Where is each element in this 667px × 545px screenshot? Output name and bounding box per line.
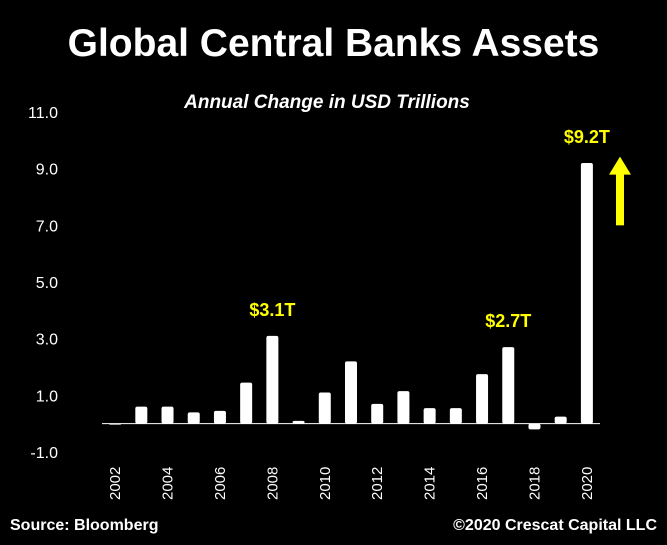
- x-tick-label: 2002: [107, 467, 124, 500]
- bar-2020: [580, 163, 593, 424]
- bar-2012: [371, 403, 384, 424]
- bar-2013: [397, 391, 410, 424]
- bar-2017: [502, 347, 515, 424]
- bar-2016: [476, 374, 489, 424]
- x-tick-label: 2016: [474, 467, 491, 500]
- bar-2006: [213, 410, 226, 424]
- source-label: Source: Bloomberg: [10, 517, 159, 534]
- copyright-label: ©2020 Crescat Capital LLC: [453, 517, 657, 534]
- y-tick-label: 1.0: [36, 388, 58, 405]
- x-tick-label: 2012: [369, 467, 386, 500]
- y-tick-label: 9.0: [36, 162, 58, 179]
- bar-2005: [187, 412, 200, 424]
- bar-2018: [528, 423, 541, 430]
- bar-2019: [554, 416, 567, 424]
- bar-2011: [345, 361, 357, 424]
- x-tick-label: 2010: [317, 467, 334, 500]
- y-tick-label: 5.0: [36, 275, 58, 292]
- x-tick-label: 2004: [160, 467, 177, 500]
- bar-2015: [449, 408, 462, 424]
- y-tick-label: 11.0: [28, 105, 58, 122]
- bar-2014: [423, 408, 436, 424]
- bar-2003: [135, 406, 148, 424]
- y-tick-label: 3.0: [36, 332, 58, 349]
- x-tick-label: 2008: [264, 467, 281, 500]
- value-annotation: $2.7T: [485, 311, 531, 331]
- x-tick-label: 2014: [422, 467, 439, 500]
- x-tick-label: 2006: [212, 467, 229, 500]
- value-annotation: $9.2T: [564, 127, 610, 147]
- value-annotation: $3.1T: [249, 300, 295, 320]
- chart-subtitle: Annual Change in USD Trillions: [184, 92, 470, 113]
- bar-2002: [109, 423, 122, 425]
- bar-2004: [161, 406, 174, 424]
- bar-2007: [240, 382, 253, 424]
- chart-title: Global Central Banks Assets: [67, 22, 600, 65]
- bar-2008: [266, 335, 279, 424]
- y-tick-label: -1.0: [30, 445, 58, 462]
- y-tick-label: 7.0: [36, 218, 58, 235]
- bar-2009: [292, 420, 305, 424]
- x-tick-label: 2020: [579, 467, 596, 500]
- x-tick-label: 2018: [526, 467, 543, 500]
- bar-2010: [318, 392, 331, 424]
- up-arrow-icon: [609, 156, 631, 226]
